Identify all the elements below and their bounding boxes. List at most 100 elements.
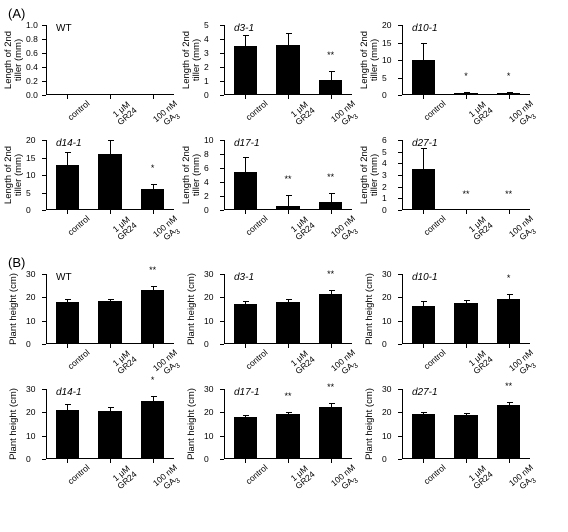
significance-marker: ** (327, 382, 334, 392)
y-tick-label: 10 (204, 431, 218, 441)
y-tick-label: 10 (382, 55, 396, 65)
error-bar (153, 396, 154, 405)
chart-title: d10-1 (412, 272, 438, 283)
bar (276, 414, 299, 460)
panel-b-label: (B) (8, 255, 560, 270)
plot-area: ** (224, 274, 352, 344)
y-tick-label: 5 (26, 188, 40, 198)
chart-B-5: Plant height (cm)d27-1**0102030control1 … (364, 385, 542, 500)
y-tick-label: 30 (382, 269, 396, 279)
chart-title: d10-1 (412, 23, 438, 34)
y-axis-label: Plant height (cm) (365, 384, 375, 464)
x-category-label: 100 nM GA3 (151, 348, 186, 382)
x-category-label: 100 nM GA3 (329, 99, 364, 133)
significance-marker: ** (327, 50, 334, 60)
x-category-label: 100 nM GA3 (329, 214, 364, 248)
plot-area: ** (402, 25, 530, 95)
significance-marker: * (151, 163, 155, 173)
y-tick-label: 30 (26, 384, 40, 394)
chart-title: WT (56, 23, 72, 34)
x-category-label: 1 μM GR24 (466, 214, 494, 242)
x-category-label: control (423, 99, 448, 122)
y-tick-label: 30 (382, 384, 396, 394)
x-category-label: 1 μM GR24 (288, 214, 316, 242)
x-category-label: control (423, 348, 448, 371)
bar (98, 301, 121, 344)
error-bar (110, 140, 111, 168)
chart-A-5: Length of 2nd tiller (mm)d27-1****012345… (364, 136, 542, 251)
error-bar (466, 92, 467, 94)
y-tick-label: 10 (26, 170, 40, 180)
chart-title: d14-1 (56, 138, 82, 149)
bar (497, 299, 520, 345)
error-bar (245, 415, 246, 418)
significance-marker: * (507, 273, 511, 283)
y-tick-label: 20 (382, 292, 396, 302)
y-tick-label: 20 (204, 292, 218, 302)
x-category-label: control (67, 214, 92, 237)
y-tick-label: 0 (204, 454, 218, 464)
x-category-label: control (67, 99, 92, 122)
bar (319, 407, 342, 460)
bar (56, 302, 79, 344)
y-tick-label: 4 (204, 34, 218, 44)
error-bar (466, 300, 467, 307)
y-tick-label: 0 (382, 90, 396, 100)
significance-marker: ** (505, 381, 512, 391)
y-axis-label: Plant height (cm) (365, 269, 375, 349)
bar (412, 414, 435, 460)
chart-A-4: Length of 2nd tiller (mm)d17-1****024681… (186, 136, 364, 251)
significance-marker: ** (284, 174, 291, 184)
y-axis-label: Length of 2nd tiller (mm) (4, 135, 24, 215)
chart-title: d14-1 (56, 387, 82, 398)
y-axis-label: Length of 2nd tiller (mm) (360, 20, 380, 100)
significance-marker: ** (505, 189, 512, 199)
error-bar (110, 299, 111, 304)
y-tick-label: 0 (26, 339, 40, 349)
error-bar (288, 299, 289, 305)
y-tick-label: 2 (382, 182, 396, 192)
y-axis-label: Length of 2nd tiller (mm) (360, 135, 380, 215)
plot-area: **** (224, 389, 352, 459)
x-category-label: 1 μM GR24 (110, 214, 138, 242)
error-bar (331, 403, 332, 410)
y-tick-label: 3 (204, 48, 218, 58)
error-bar (423, 301, 424, 310)
y-tick-label: 0 (382, 454, 396, 464)
y-tick-label: 0 (382, 339, 396, 349)
x-category-label: 1 μM GR24 (288, 348, 316, 376)
y-tick-label: 2 (204, 191, 218, 201)
chart-B-1: Plant height (cm)d3-1**0102030control1 μ… (186, 270, 364, 385)
significance-marker: ** (149, 265, 156, 275)
bar (497, 405, 520, 459)
y-tick-label: 4 (382, 158, 396, 168)
plot-area: **** (224, 140, 352, 210)
y-tick-label: 2 (204, 62, 218, 72)
x-category-label: 1 μM GR24 (110, 99, 138, 127)
chart-B-0: Plant height (cm)WT**0102030control1 μM … (8, 270, 186, 385)
x-category-label: control (67, 348, 92, 371)
y-tick-label: 0.4 (26, 62, 40, 72)
y-tick-label: 30 (204, 384, 218, 394)
x-category-label: 1 μM GR24 (288, 99, 316, 127)
bar (98, 411, 121, 459)
chart-title: d27-1 (412, 387, 438, 398)
plot-area: * (46, 389, 174, 459)
y-tick-label: 30 (26, 269, 40, 279)
y-axis-label: Plant height (cm) (187, 384, 197, 464)
y-tick-label: 1 (382, 193, 396, 203)
chart-B-2: Plant height (cm)d10-1*0102030control1 μ… (364, 270, 542, 385)
y-tick-label: 0 (26, 454, 40, 464)
error-bar (245, 35, 246, 57)
y-tick-label: 6 (204, 163, 218, 173)
error-bar (288, 33, 289, 55)
significance-marker: ** (327, 269, 334, 279)
y-axis-label: Plant height (cm) (9, 384, 19, 464)
y-tick-label: 0.8 (26, 34, 40, 44)
significance-marker: * (151, 375, 155, 385)
y-tick-label: 10 (26, 316, 40, 326)
y-axis-label: Plant height (cm) (9, 269, 19, 349)
x-category-label: 100 nM GA3 (151, 99, 186, 133)
y-tick-label: 6 (382, 135, 396, 145)
x-category-label: control (245, 463, 270, 486)
